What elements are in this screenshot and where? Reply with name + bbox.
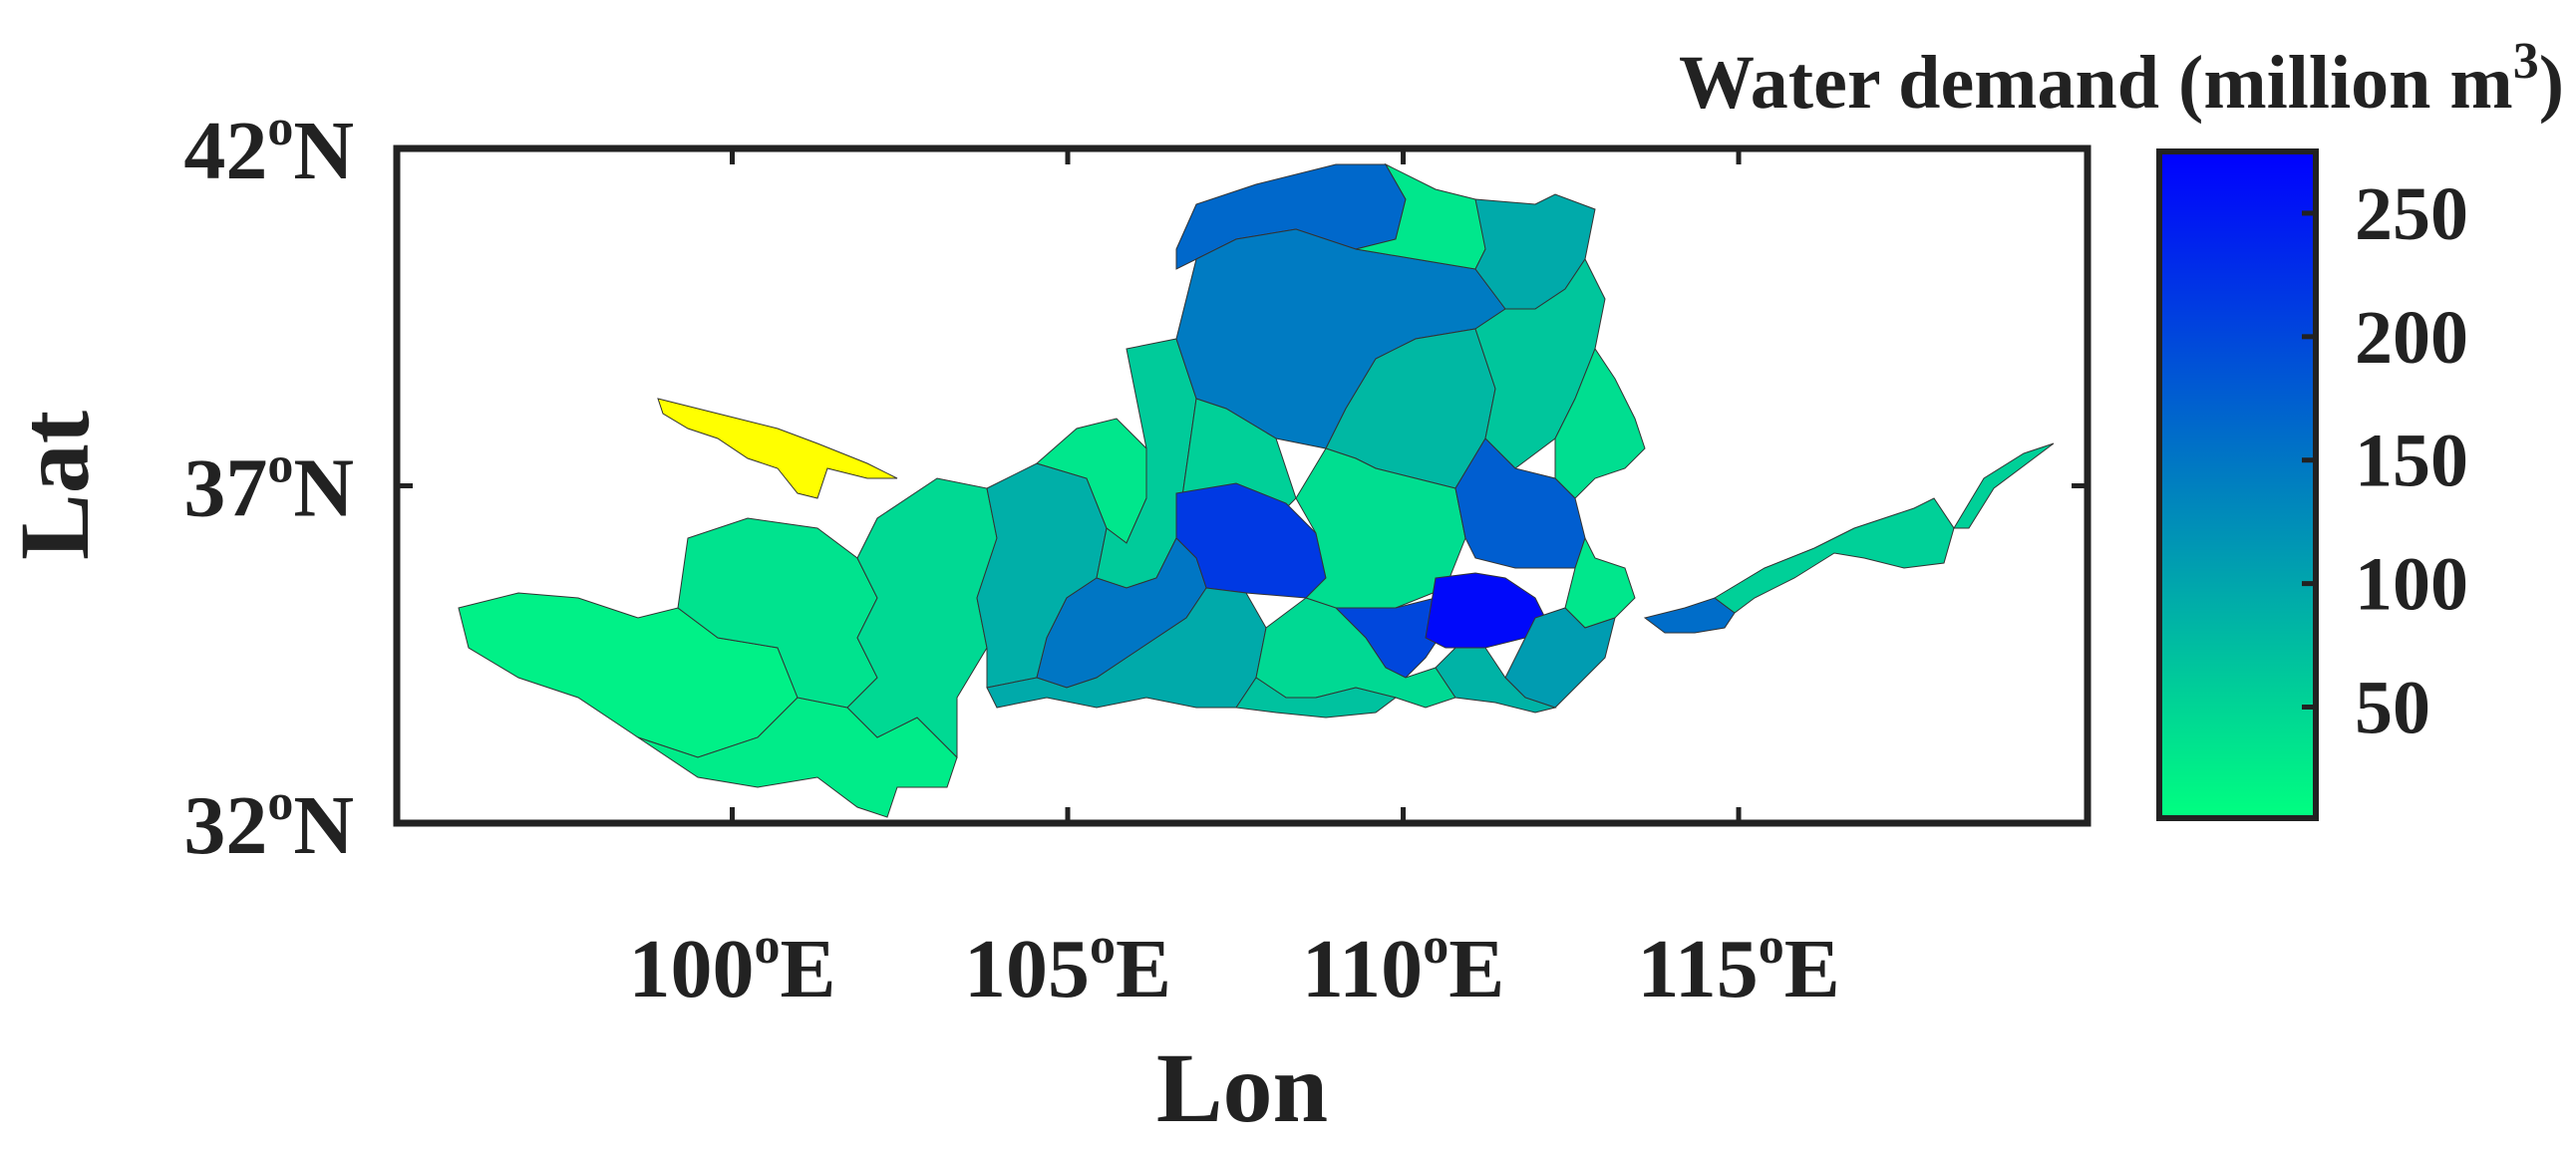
colorbar-tick-label: 250 xyxy=(2355,172,2468,256)
x-tick-label-degree: o xyxy=(1759,918,1784,975)
y-tick-label-number: 32 xyxy=(183,779,267,872)
x-tick-label-dir: E xyxy=(1784,923,1840,1015)
x-axis-ticks: 100oE 105oE 110oE 115oE xyxy=(628,148,1840,1015)
colorbar: 50 100 150 200 250 Water demand (million m3) xyxy=(1679,33,2564,821)
x-tick-label: 115oE xyxy=(1637,918,1839,1015)
x-tick-label-dir: E xyxy=(1449,923,1504,1015)
x-tick-label-number: 105 xyxy=(964,923,1090,1015)
x-axis-label: Lon xyxy=(1156,1032,1328,1143)
colorbar-gradient xyxy=(2159,151,2316,818)
colorbar-tick-label: 100 xyxy=(2355,543,2468,627)
colorbar-title-main: Water demand (million m xyxy=(1679,41,2513,125)
y-tick-label-number: 42 xyxy=(183,105,267,197)
y-tick-label-degree: o xyxy=(267,437,293,494)
region-yiluo-region xyxy=(1504,607,1616,709)
region-shandong-region xyxy=(1435,647,1557,714)
y-tick-label: 37oN xyxy=(183,437,354,535)
y-tick-label-dir: N xyxy=(293,442,354,535)
y-axis-label: Lat xyxy=(0,411,110,560)
colorbar-tick-label: 200 xyxy=(2355,296,2468,380)
x-tick-label-degree: o xyxy=(1090,918,1116,975)
x-tick-label-number: 115 xyxy=(1637,923,1758,1015)
x-tick-label-degree: o xyxy=(1423,918,1449,975)
colorbar-title: Water demand (million m3) xyxy=(1679,33,2564,125)
x-tick-label-number: 100 xyxy=(628,923,754,1015)
y-tick-label: 32oN xyxy=(183,774,354,872)
colorbar-ticks: 50 100 150 200 250 xyxy=(2302,172,2468,750)
y-tick-label-number: 37 xyxy=(183,442,267,535)
x-tick-label-dir: E xyxy=(1116,923,1171,1015)
colorbar-frame xyxy=(2156,148,2319,821)
y-tick-label-degree: o xyxy=(267,100,293,156)
y-tick-label-dir: N xyxy=(293,105,354,197)
y-tick-label: 42oN xyxy=(183,100,354,197)
region-wuhai-strip xyxy=(657,398,898,499)
x-tick-label-number: 110 xyxy=(1302,923,1423,1015)
x-tick-label-dir: E xyxy=(780,923,835,1015)
x-tick-label: 105oE xyxy=(964,918,1171,1015)
region-estuary-region xyxy=(1714,497,1955,614)
colorbar-tick-label: 50 xyxy=(2355,667,2430,750)
colorbar-tick-label: 150 xyxy=(2355,420,2468,503)
region-shaanxi-north-b xyxy=(1295,447,1466,609)
region-estuary-tail xyxy=(1953,442,2055,529)
basin-regions xyxy=(458,162,2055,818)
x-tick-label: 110oE xyxy=(1302,918,1504,1015)
x-tick-label: 100oE xyxy=(628,918,835,1015)
region-wei-river-central xyxy=(986,587,1267,709)
colorbar-title-superscript: 3 xyxy=(2513,33,2539,90)
y-tick-label-degree: o xyxy=(267,774,293,831)
colorbar-title-end: ) xyxy=(2539,41,2564,125)
y-tick-label-dir: N xyxy=(293,779,354,872)
x-tick-label-degree: o xyxy=(754,918,780,975)
region-lower-yellow-a xyxy=(1643,597,1736,634)
region-lower-yellow-b xyxy=(1235,677,1398,719)
region-upper-region xyxy=(846,477,998,759)
region-source-region-south xyxy=(637,697,958,818)
